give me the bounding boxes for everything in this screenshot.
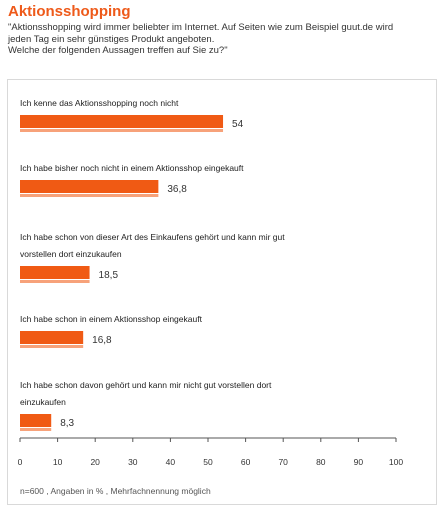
bar	[20, 115, 224, 128]
bar-underline	[20, 129, 224, 132]
category-label: Ich habe schon davon gehört und kann mir…	[20, 380, 272, 390]
bar-underline	[20, 280, 90, 283]
x-tick-label: 60	[241, 457, 251, 467]
category-label: Ich habe bisher noch nicht in einem Akti…	[20, 163, 244, 173]
value-label: 36,8	[167, 184, 187, 195]
bar-underline	[20, 428, 52, 431]
page-title: Aktionsshopping	[8, 3, 131, 20]
category-label: Ich kenne das Aktionsshopping noch nicht	[20, 98, 179, 108]
x-tick-label: 20	[90, 457, 100, 467]
value-label: 8,3	[60, 418, 74, 429]
question-line-3: Welche der folgenden Aussagen treffen au…	[8, 45, 228, 56]
x-tick-label: 10	[53, 457, 63, 467]
x-tick-label: 30	[128, 457, 138, 467]
bar	[20, 180, 159, 193]
x-tick-label: 40	[166, 457, 176, 467]
bar-underline	[20, 345, 84, 348]
x-tick-label: 90	[354, 457, 364, 467]
value-label: 54	[232, 119, 244, 130]
x-tick-label: 0	[18, 457, 23, 467]
chart-panel	[7, 79, 437, 505]
question-text: "Aktionsshopping wird immer beliebter im…	[8, 22, 436, 57]
bar	[20, 331, 84, 344]
category-label: Ich habe schon in einem Aktionsshop eing…	[20, 314, 203, 324]
category-label: vorstellen dort einzukaufen	[20, 249, 122, 259]
bar	[20, 266, 90, 279]
bar-underline	[20, 194, 159, 197]
x-tick-label: 80	[316, 457, 326, 467]
x-tick-label: 50	[203, 457, 213, 467]
value-label: 18,5	[99, 270, 119, 281]
category-label: einzukaufen	[20, 397, 66, 407]
footnote: n=600 , Angaben in % , Mehrfachnennung m…	[20, 486, 211, 496]
x-tick-label: 100	[389, 457, 403, 467]
bar	[20, 414, 52, 427]
question-line-2: jeden Tag ein sehr günstiges Produkt ang…	[8, 33, 215, 45]
question-line-1: "Aktionsshopping wird immer beliebter im…	[8, 22, 394, 33]
x-tick-label: 70	[278, 457, 288, 467]
value-label: 16,8	[92, 335, 112, 346]
category-label: Ich habe schon von dieser Art des Einkau…	[20, 232, 285, 242]
